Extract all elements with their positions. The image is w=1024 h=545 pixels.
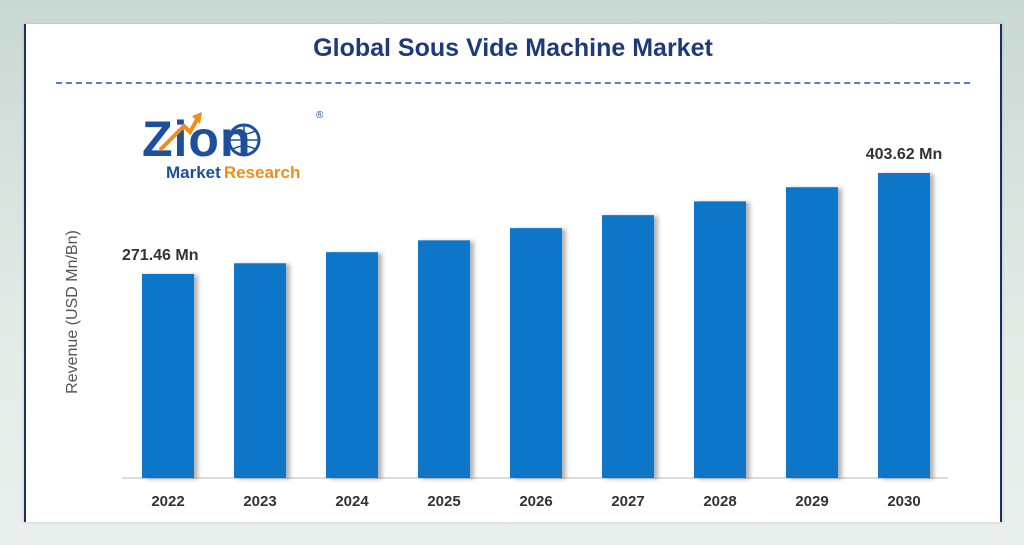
bar-2023 — [234, 263, 286, 478]
bar-2027 — [602, 215, 654, 478]
bar-2024 — [326, 252, 378, 478]
growth-arrow-icon — [158, 117, 200, 152]
x-tick-label-2027: 2027 — [611, 493, 644, 510]
bar-series — [142, 173, 930, 479]
bar-2026 — [510, 228, 562, 478]
x-tick-labels: 2022 2023 2024 2025 2026 2027 2028 2029 2030 — [151, 493, 920, 510]
data-label-first: 271.46 Mn — [122, 247, 198, 264]
chart-title: Global Sous Vide Machine Market — [313, 34, 713, 62]
logo-brand-research: Research — [224, 163, 301, 182]
data-label-last: 403.62 Mn — [866, 146, 942, 163]
title-divider — [56, 82, 970, 84]
globe-lines — [229, 125, 259, 155]
bar-2028 — [694, 201, 746, 478]
zion-logo: Zion ® Market Research — [142, 110, 324, 182]
x-tick-label-2029: 2029 — [795, 493, 828, 510]
x-tick-label-2022: 2022 — [151, 493, 184, 510]
data-labels: 271.46 Mn 403.62 Mn — [122, 146, 942, 264]
logo-brand-market: Market — [166, 163, 221, 182]
x-tick-label-2028: 2028 — [703, 493, 736, 510]
bar-2022 — [142, 274, 194, 478]
x-tick-label-2030: 2030 — [887, 493, 920, 510]
x-tick-label-2023: 2023 — [243, 493, 276, 510]
x-tick-label-2026: 2026 — [519, 493, 552, 510]
x-tick-label-2024: 2024 — [335, 493, 369, 510]
x-tick-label-2025: 2025 — [427, 493, 460, 510]
bar-2029 — [786, 187, 838, 479]
bar-2025 — [418, 240, 470, 478]
bar-2030 — [878, 173, 930, 478]
logo-brand-mark: ® — [316, 110, 324, 121]
growth-arrow-head — [192, 112, 202, 124]
